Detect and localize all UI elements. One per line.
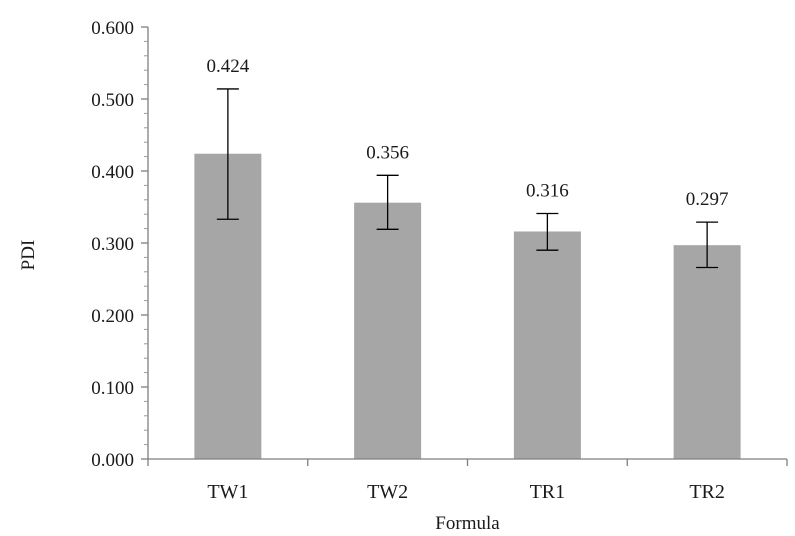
- x-ticks-group: TW1 TW2 TR1 TR2: [147, 459, 788, 503]
- x-category-label: TW1: [207, 481, 248, 503]
- y-tick-label: 0.100: [91, 378, 134, 399]
- y-tick-label: 0.400: [91, 162, 134, 183]
- data-labels-group: 0.424 0.356 0.316 0.297: [207, 56, 729, 210]
- y-tick-label: 0.600: [91, 18, 134, 39]
- data-label: 0.297: [686, 189, 729, 210]
- bar: [513, 231, 581, 459]
- error-bars-group: [216, 88, 719, 269]
- x-category-label: TW2: [367, 481, 408, 503]
- data-label: 0.316: [526, 180, 569, 201]
- y-ticks-group: 0.000 0.100 0.200 0.300 0.400 0.500 0.600: [91, 18, 148, 471]
- x-category-label: TR2: [689, 481, 725, 503]
- y-tick-label: 0.200: [91, 306, 134, 327]
- y-tick-label: 0.300: [91, 234, 134, 255]
- bar: [673, 245, 741, 459]
- data-label: 0.356: [366, 142, 409, 163]
- data-label: 0.424: [207, 56, 250, 77]
- x-axis-title: Formula: [435, 513, 500, 534]
- y-tick-label: 0.000: [91, 450, 134, 471]
- y-tick-label: 0.500: [91, 90, 134, 111]
- x-category-label: TR1: [530, 481, 566, 503]
- bars-group: [194, 153, 741, 459]
- bar: [354, 202, 422, 459]
- y-axis-title: PDI: [18, 240, 39, 271]
